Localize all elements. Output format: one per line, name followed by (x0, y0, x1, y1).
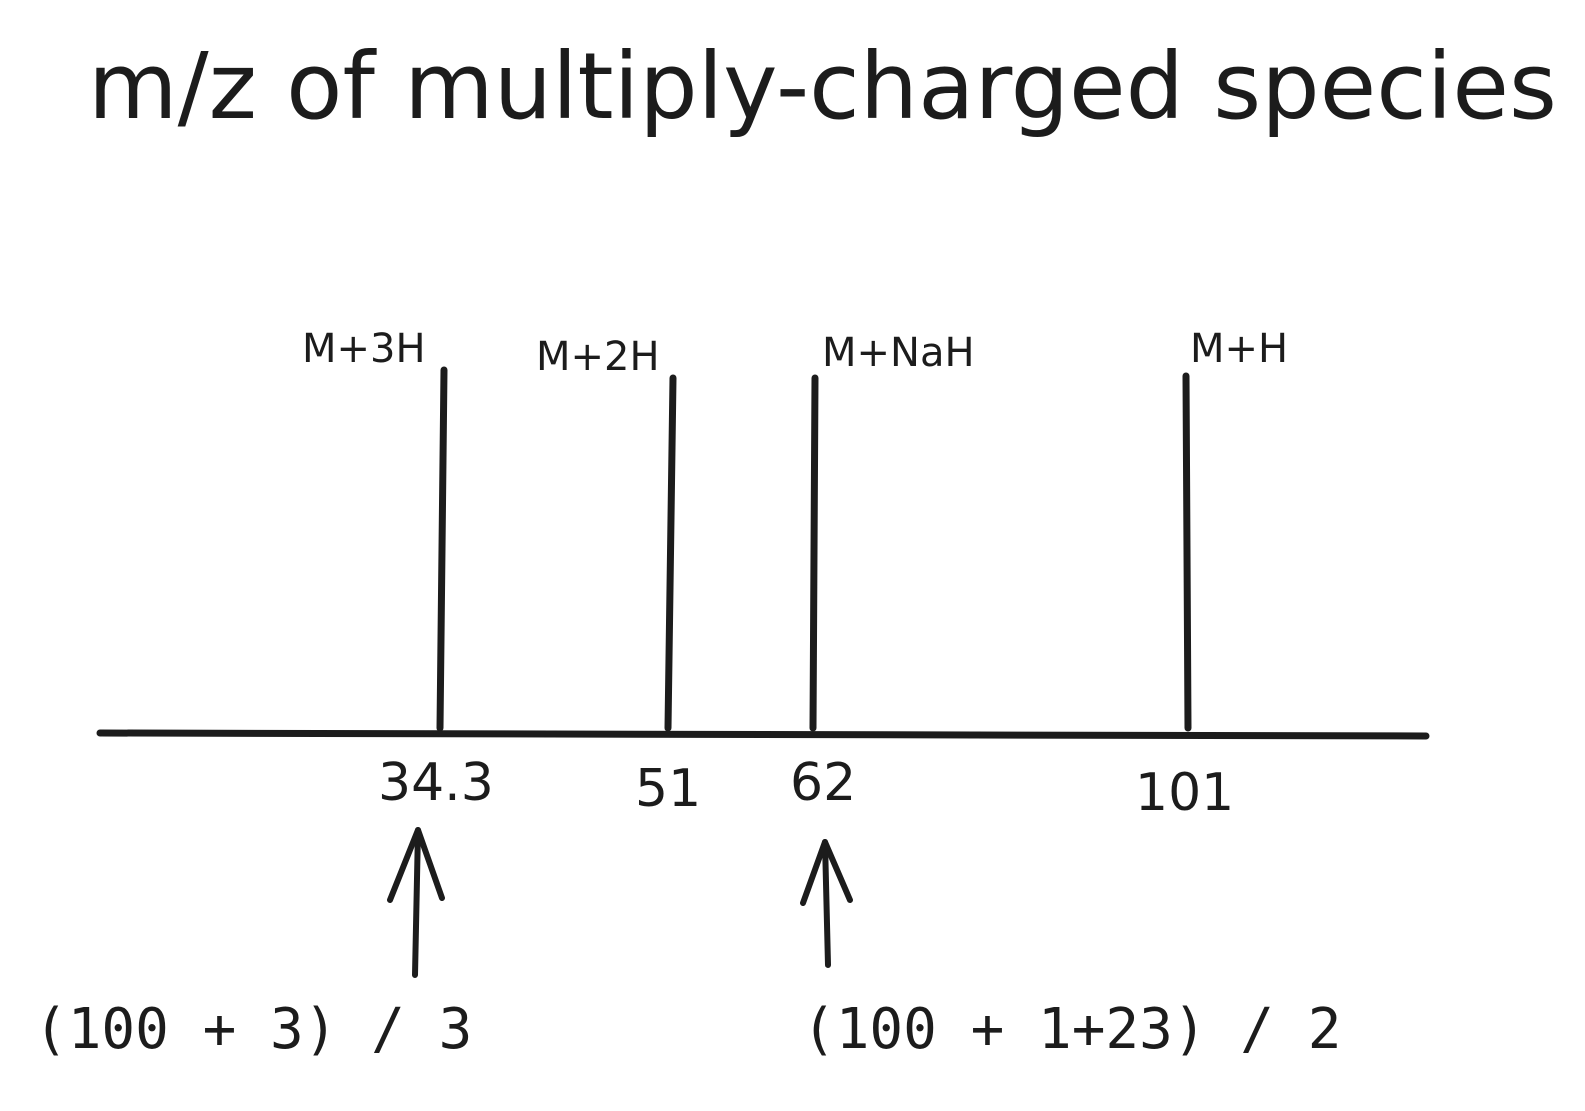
peak-line-m-plus-3h (436, 366, 448, 732)
mz-axis-line (96, 729, 1430, 740)
mz-tick-label-62: 62 (790, 753, 856, 813)
formula-m-plus-nah: (100 + 1+23) / 2 (802, 997, 1341, 1062)
peak-label-m-plus-2h: M+2H (536, 334, 660, 380)
peak-label-m-plus-3h: M+3H (302, 326, 426, 372)
mz-tick-label-101: 101 (1135, 763, 1234, 823)
arrow-up-icon (387, 827, 445, 978)
peak-label-m-plus-nah: M+NaH (822, 330, 975, 376)
mz-tick-label-51: 51 (635, 759, 701, 819)
peak-line-m-plus-nah (809, 374, 819, 732)
peak-line-m-plus-h (1182, 372, 1192, 732)
diagram-title: m/z of multiply-charged species (88, 33, 1557, 140)
formula-m-plus-3h: (100 + 3) / 3 (34, 997, 472, 1062)
peak-label-m-plus-h: M+H (1190, 326, 1288, 372)
peak-line-m-plus-2h (664, 374, 677, 732)
arrow-up-icon (800, 839, 853, 968)
mz-tick-label-34-3: 34.3 (378, 753, 494, 813)
